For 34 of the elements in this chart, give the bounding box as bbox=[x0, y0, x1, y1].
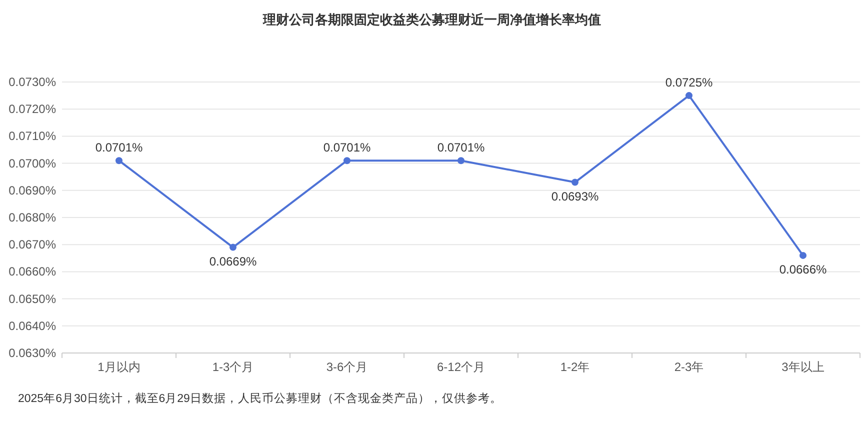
x-tick-label: 3-6个月 bbox=[326, 360, 368, 374]
x-tick-label: 1-2年 bbox=[560, 360, 590, 374]
y-tick-label: 0.0710% bbox=[8, 129, 56, 144]
x-tick-label: 3年以上 bbox=[782, 360, 824, 374]
y-tick-label: 0.0640% bbox=[8, 318, 56, 333]
y-tick-label: 0.0670% bbox=[8, 238, 56, 252]
x-tick-label: 1月以内 bbox=[98, 360, 140, 374]
y-tick-label: 0.0650% bbox=[8, 292, 56, 306]
x-tick-label: 1-3个月 bbox=[212, 360, 254, 374]
y-tick-label: 0.0720% bbox=[8, 102, 56, 116]
point bbox=[572, 178, 578, 186]
point bbox=[116, 157, 122, 164]
point bbox=[344, 157, 350, 164]
data-label: 0.0693% bbox=[551, 189, 600, 204]
y-tick-label: 0.0700% bbox=[8, 156, 56, 170]
x-tick-label: 2-3年 bbox=[674, 360, 704, 374]
x-tick-label: 6-12个月 bbox=[436, 360, 486, 374]
point bbox=[230, 244, 236, 251]
y-tick-label: 0.0630% bbox=[8, 346, 56, 360]
chart-title: 理财公司各期限固定收益类公募理财近一周净值增长率均值 bbox=[262, 12, 601, 27]
data-label: 0.0701% bbox=[323, 140, 372, 155]
point bbox=[800, 252, 806, 259]
data-label: 0.0669% bbox=[209, 254, 258, 268]
data-label: 0.0666% bbox=[779, 262, 828, 276]
data-label: 0.0725% bbox=[665, 76, 714, 90]
data-label: 0.0701% bbox=[437, 140, 486, 155]
point bbox=[458, 157, 464, 164]
y-tick-label: 0.0690% bbox=[8, 183, 56, 198]
y-tick-label: 0.0680% bbox=[8, 210, 56, 224]
y-tick-label: 0.0660% bbox=[8, 264, 56, 279]
data-label: 0.0701% bbox=[95, 140, 144, 155]
point bbox=[686, 92, 692, 100]
text: 2025年6月30日统计，截至6月29日数据，人民币公募理财（不含现金类产品），仅供参考。 bbox=[18, 391, 502, 405]
y-tick-label: 0.0730% bbox=[8, 75, 56, 89]
